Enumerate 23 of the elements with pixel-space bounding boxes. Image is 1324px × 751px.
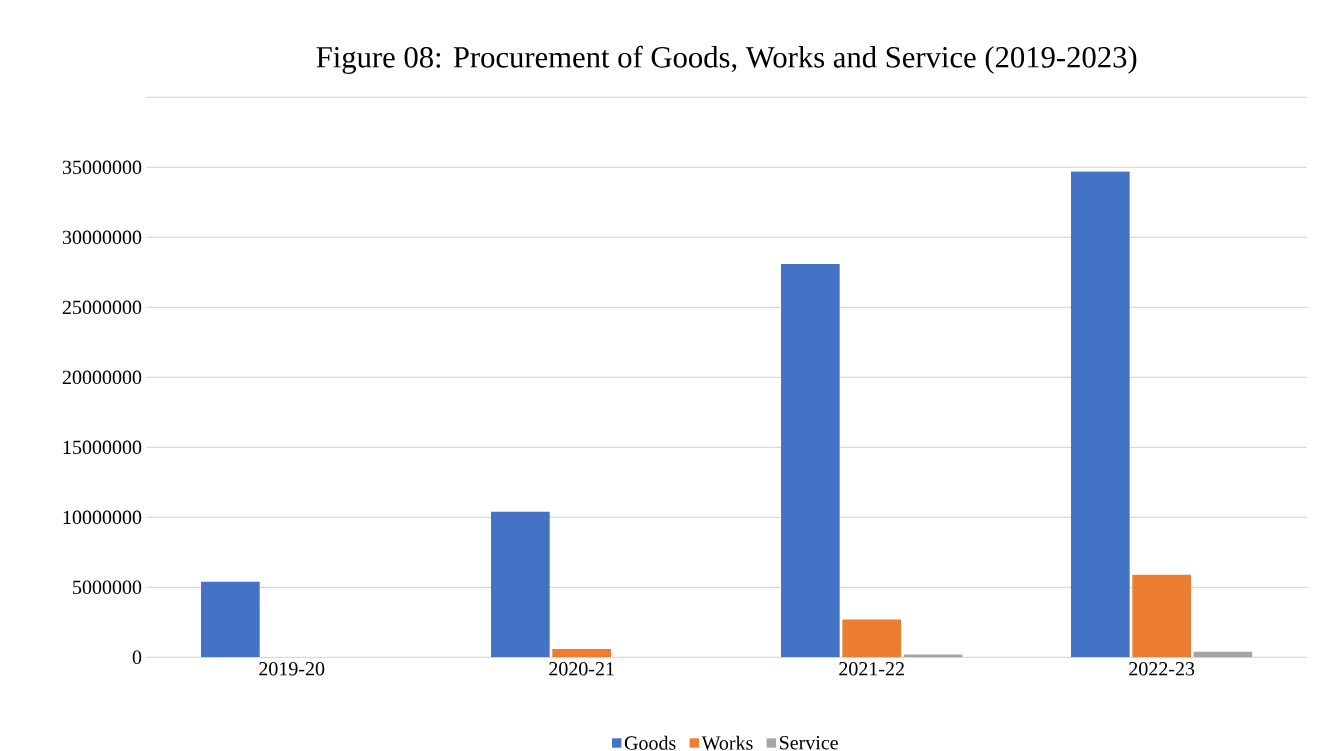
bar	[552, 649, 611, 658]
y-tick-label: 10000000	[63, 510, 142, 525]
bar	[781, 264, 840, 658]
y-tick-label: 15000000	[63, 440, 142, 455]
x-tick-label: 2019-20	[259, 662, 325, 676]
y-tick-label: 25000000	[62, 300, 142, 315]
bar	[1071, 171, 1130, 658]
y-tick-label: 5000000	[73, 580, 142, 595]
x-tick-label: 2022-23	[1129, 662, 1195, 676]
y-tick-label: 20000000	[62, 370, 142, 385]
legend-label: Works	[701, 735, 753, 751]
chart-title: Figure 08: Procurement of Goods, Works and Service (2019-2023)	[316, 45, 1137, 75]
x-tick-label: 2021-22	[839, 662, 904, 676]
y-tick-label: 35000000	[62, 160, 142, 175]
bar	[842, 619, 901, 658]
y-tick-label: 0	[132, 650, 142, 665]
bar	[491, 511, 550, 658]
bar	[1132, 574, 1191, 658]
x-tick-label: 2020-21	[549, 662, 614, 676]
y-tick-label: 30000000	[62, 230, 142, 245]
legend-label: Goods	[624, 735, 676, 750]
bar	[201, 581, 260, 658]
legend-label: Service	[779, 736, 838, 750]
